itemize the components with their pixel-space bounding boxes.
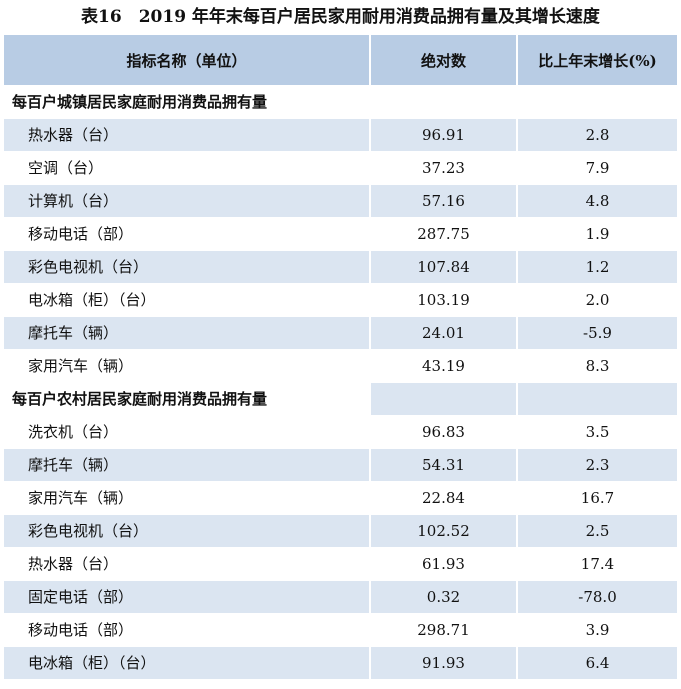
table-row: 彩色电视机（台） 102.52 2.5 bbox=[4, 514, 677, 548]
table-row: 彩色电视机（台） 107.84 1.2 bbox=[4, 250, 677, 284]
row-growth: 16.7 bbox=[517, 481, 677, 515]
row-value: 102.52 bbox=[370, 514, 518, 548]
row-name: 彩色电视机（台） bbox=[4, 514, 371, 548]
table-row: 固定电话（部） 0.32 -78.0 bbox=[4, 580, 677, 614]
section-label: 每百户农村居民家庭耐用消费品拥有量 bbox=[4, 382, 371, 416]
table-row: 摩托车（辆） 24.01 -5.9 bbox=[4, 316, 677, 350]
row-growth: 1.2 bbox=[517, 250, 677, 284]
row-value: 103.19 bbox=[370, 283, 518, 317]
table-row: 空调（台） 37.23 7.9 bbox=[4, 151, 677, 185]
row-growth: 6.4 bbox=[517, 646, 677, 680]
row-growth: 8.3 bbox=[517, 349, 677, 383]
row-value: 61.93 bbox=[370, 547, 518, 581]
row-name: 空调（台） bbox=[4, 151, 371, 185]
row-value: 54.31 bbox=[370, 448, 518, 482]
row-name: 洗衣机（台） bbox=[4, 415, 371, 449]
row-growth: 1.9 bbox=[517, 217, 677, 251]
header-name: 指标名称（单位） bbox=[4, 35, 371, 85]
row-growth: 2.3 bbox=[517, 448, 677, 482]
row-name: 移动电话（部） bbox=[4, 613, 371, 647]
row-growth: 4.8 bbox=[517, 184, 677, 218]
table-row: 热水器（台） 96.91 2.8 bbox=[4, 118, 677, 152]
table-row: 热水器（台） 61.93 17.4 bbox=[4, 547, 677, 581]
table-row: 电冰箱（柜）（台） 103.19 2.0 bbox=[4, 283, 677, 317]
row-growth: 3.5 bbox=[517, 415, 677, 449]
row-value: 22.84 bbox=[370, 481, 518, 515]
row-name: 热水器（台） bbox=[4, 547, 371, 581]
row-value: 107.84 bbox=[370, 250, 518, 284]
row-name: 电冰箱（柜）（台） bbox=[4, 646, 371, 680]
row-name: 摩托车（辆） bbox=[4, 316, 371, 350]
row-value: 287.75 bbox=[370, 217, 518, 251]
row-growth: -5.9 bbox=[517, 316, 677, 350]
row-growth: 3.9 bbox=[517, 613, 677, 647]
row-name: 电冰箱（柜）（台） bbox=[4, 283, 371, 317]
row-name: 计算机（台） bbox=[4, 184, 371, 218]
row-value: 96.91 bbox=[370, 118, 518, 152]
row-value: 37.23 bbox=[370, 151, 518, 185]
row-name: 摩托车（辆） bbox=[4, 448, 371, 482]
row-value: 24.01 bbox=[370, 316, 518, 350]
empty-cell bbox=[517, 382, 677, 416]
table-row: 家用汽车（辆） 22.84 16.7 bbox=[4, 481, 677, 515]
row-value: 96.83 bbox=[370, 415, 518, 449]
row-name: 移动电话（部） bbox=[4, 217, 371, 251]
table-row: 移动电话（部） 298.71 3.9 bbox=[4, 613, 677, 647]
row-growth: -78.0 bbox=[517, 580, 677, 614]
row-growth: 2.5 bbox=[517, 514, 677, 548]
row-value: 57.16 bbox=[370, 184, 518, 218]
row-name: 家用汽车（辆） bbox=[4, 481, 371, 515]
row-growth: 2.8 bbox=[517, 118, 677, 152]
section-urban: 每百户城镇居民家庭耐用消费品拥有量 bbox=[4, 85, 677, 119]
data-table: 指标名称（单位） 绝对数 比上年末增长(%) 每百户城镇居民家庭耐用消费品拥有量… bbox=[4, 35, 677, 680]
row-name: 热水器（台） bbox=[4, 118, 371, 152]
section-rural: 每百户农村居民家庭耐用消费品拥有量 bbox=[4, 382, 677, 416]
table-row: 家用汽车（辆） 43.19 8.3 bbox=[4, 349, 677, 383]
row-value: 43.19 bbox=[370, 349, 518, 383]
section-label: 每百户城镇居民家庭耐用消费品拥有量 bbox=[4, 85, 677, 119]
row-value: 0.32 bbox=[370, 580, 518, 614]
table-row: 摩托车（辆） 54.31 2.3 bbox=[4, 448, 677, 482]
table-row: 移动电话（部） 287.75 1.9 bbox=[4, 217, 677, 251]
table-row: 洗衣机（台） 96.83 3.5 bbox=[4, 415, 677, 449]
header-value: 绝对数 bbox=[370, 35, 518, 85]
table-row: 计算机（台） 57.16 4.8 bbox=[4, 184, 677, 218]
row-name: 家用汽车（辆） bbox=[4, 349, 371, 383]
header-row: 指标名称（单位） 绝对数 比上年末增长(%) bbox=[4, 35, 677, 85]
table-title: 表16 2019 年年末每百户居民家用耐用消费品拥有量及其增长速度 bbox=[81, 7, 600, 27]
table-row: 电冰箱（柜）（台） 91.93 6.4 bbox=[4, 646, 677, 680]
row-value: 298.71 bbox=[370, 613, 518, 647]
row-value: 91.93 bbox=[370, 646, 518, 680]
row-growth: 7.9 bbox=[517, 151, 677, 185]
row-name: 彩色电视机（台） bbox=[4, 250, 371, 284]
row-name: 固定电话（部） bbox=[4, 580, 371, 614]
row-growth: 2.0 bbox=[517, 283, 677, 317]
row-growth: 17.4 bbox=[517, 547, 677, 581]
header-growth: 比上年末增长(%) bbox=[517, 35, 677, 85]
empty-cell bbox=[370, 382, 518, 416]
